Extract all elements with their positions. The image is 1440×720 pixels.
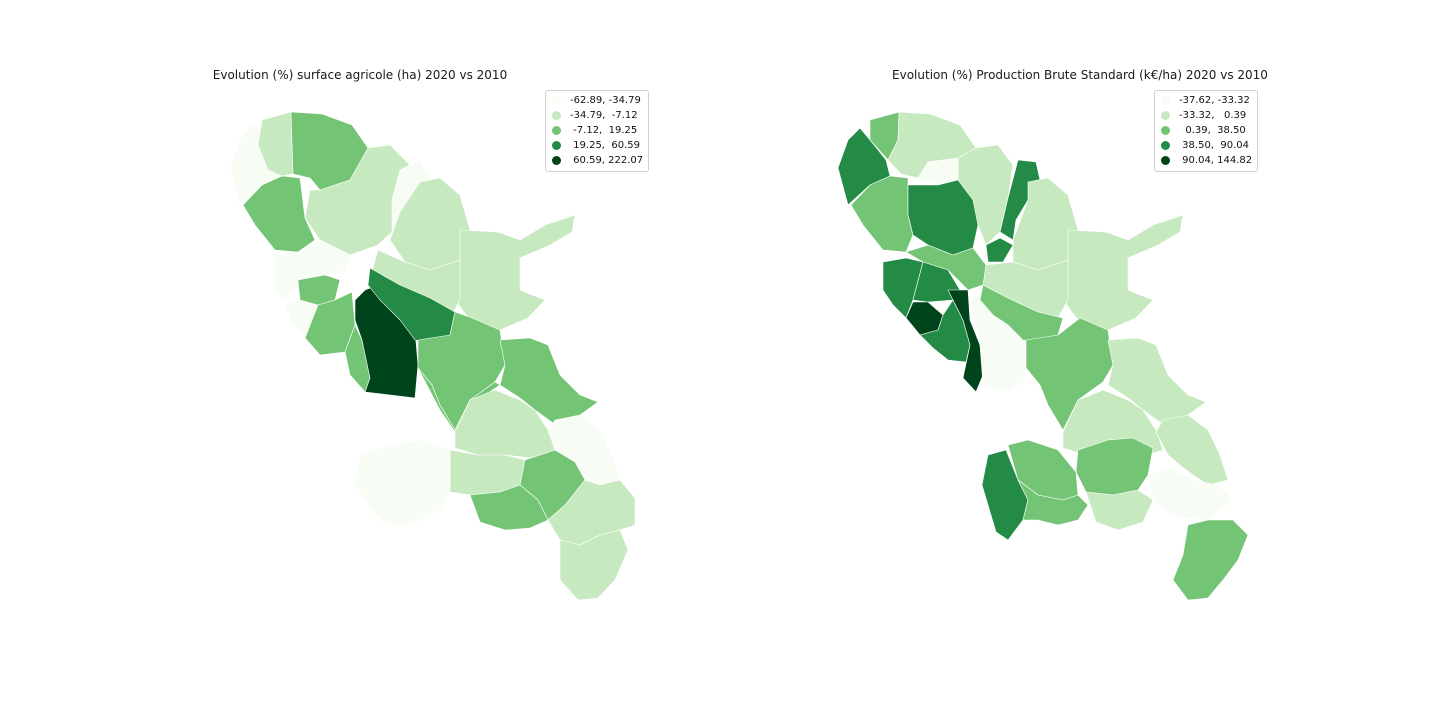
commune-marin — [1147, 467, 1234, 521]
legend-label: 90.04, 144.82 — [1179, 155, 1253, 166]
choropleth-map-production — [837, 111, 1249, 601]
legend-swatch — [1161, 111, 1170, 120]
commune-marigot — [999, 159, 1041, 241]
communes — [229, 111, 636, 601]
commune-trois-ilets — [354, 439, 451, 529]
legend-item: -7.12, 19.25 — [552, 123, 643, 138]
legend-item: 38.50, 90.04 — [1161, 138, 1252, 153]
commune-robert — [1025, 317, 1114, 431]
legend-surface: -62.89, -34.79 -34.79, -7.12 -7.12, 19.2… — [545, 90, 650, 172]
legend-swatch — [552, 141, 561, 150]
map-title-surface: Evolution (%) surface agricole (ha) 2020… — [212, 68, 508, 82]
commune-carbet — [882, 257, 924, 319]
legend-item: -37.62, -33.32 — [1161, 93, 1252, 108]
legend-swatch — [552, 96, 561, 105]
legend-label: 0.39, 38.50 — [1179, 125, 1246, 136]
legend-label: -7.12, 19.25 — [570, 125, 638, 136]
legend-swatch — [1161, 96, 1170, 105]
commune-lamentin — [417, 367, 501, 433]
legend-swatch — [1161, 141, 1170, 150]
commune-riviere-pilote — [1085, 489, 1154, 531]
legend-item: -33.32, 0.39 — [1161, 108, 1252, 123]
commune-precheur — [242, 175, 316, 253]
legend-label: 38.50, 90.04 — [1179, 140, 1249, 151]
communes — [837, 111, 1249, 601]
legend-swatch — [1161, 156, 1170, 165]
legend-label: -62.89, -34.79 — [570, 95, 641, 106]
legend-label: -33.32, 0.39 — [1179, 110, 1247, 121]
legend-swatch — [552, 126, 561, 135]
commune-saint-pierre — [274, 239, 351, 301]
commune-trinite — [1062, 214, 1184, 331]
choropleth-map-surface — [229, 111, 636, 601]
legend-item: -62.89, -34.79 — [552, 93, 643, 108]
legend-swatch — [1161, 126, 1170, 135]
commune-ducos — [454, 389, 556, 459]
legend-item: 90.04, 144.82 — [1161, 153, 1252, 168]
legend-production: -37.62, -33.32 -33.32, 0.39 0.39, 38.50 … — [1154, 90, 1259, 172]
commune-saint-esprit — [1075, 437, 1154, 496]
legend-label: -34.79, -7.12 — [570, 110, 638, 121]
commune-trois-ilets — [1017, 479, 1089, 526]
commune-vauclin — [1155, 414, 1229, 486]
legend-item: 60.59, 222.07 — [552, 153, 643, 168]
commune-anses-darlet — [981, 449, 1029, 541]
legend-item: 19.25, 60.59 — [552, 138, 643, 153]
commune-precheur — [850, 175, 914, 253]
commune-sainte-anne — [559, 529, 629, 601]
commune-sainte-marie-w — [985, 237, 1014, 263]
legend-label: 60.59, 222.07 — [570, 155, 644, 166]
map-panel-surface: Evolution (%) surface agricole (ha) 2020… — [212, 68, 650, 601]
legend-swatch — [552, 156, 561, 165]
legend-label: -37.62, -33.32 — [1179, 95, 1250, 106]
commune-trinite — [454, 214, 576, 331]
legend-label: 19.25, 60.59 — [570, 140, 640, 151]
legend-item: 0.39, 38.50 — [1161, 123, 1252, 138]
commune-schoelcher — [947, 289, 984, 393]
legend-item: -34.79, -7.12 — [552, 108, 643, 123]
map-panel-production: Evolution (%) Production Brute Standard … — [720, 0, 1440, 720]
legend-swatch — [552, 111, 561, 120]
map-title-production: Evolution (%) Production Brute Standard … — [892, 68, 1268, 82]
commune-sainte-anne — [1172, 519, 1249, 601]
